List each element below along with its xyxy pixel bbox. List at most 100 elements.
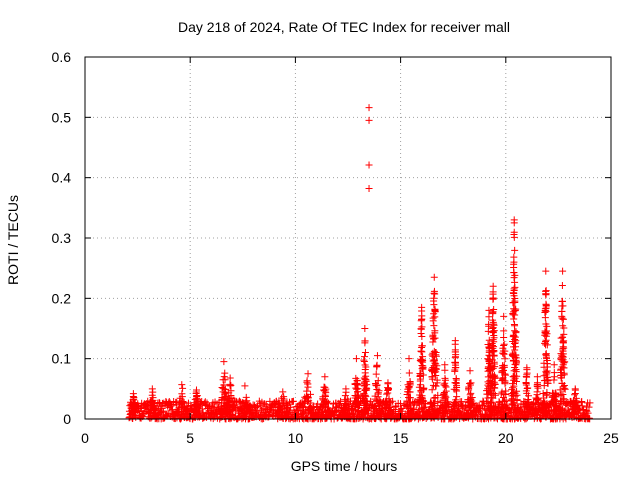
y-tick-label: 0.3 (52, 230, 72, 246)
data-point (550, 373, 558, 381)
y-tick-label: 0.5 (52, 109, 72, 125)
data-point (279, 399, 287, 407)
data-point (386, 400, 394, 408)
data-point (371, 392, 379, 400)
y-tick-label: 0.1 (52, 351, 72, 367)
data-point (489, 336, 497, 344)
data-point (524, 410, 532, 418)
data-point (406, 400, 414, 408)
data-point (365, 185, 373, 193)
data-point (512, 354, 520, 362)
data-point (137, 404, 145, 412)
data-point (536, 414, 544, 422)
data-point (149, 407, 157, 415)
data-point (511, 297, 519, 305)
data-point (358, 392, 366, 400)
data-point (429, 314, 437, 322)
data-point (548, 393, 556, 401)
data-point (465, 384, 473, 392)
data-point (149, 396, 157, 404)
data-point (488, 339, 496, 347)
data-point (416, 391, 424, 399)
data-point (453, 393, 461, 401)
data-point (510, 320, 518, 328)
data-point (352, 384, 360, 392)
data-point (458, 398, 466, 406)
data-point (510, 253, 518, 261)
data-point (235, 397, 243, 405)
data-point (451, 402, 459, 410)
data-point (418, 348, 426, 356)
data-point (351, 380, 359, 388)
data-point (218, 406, 226, 414)
data-point (497, 407, 505, 415)
data-point (430, 294, 438, 302)
data-point (148, 411, 156, 419)
data-point (540, 394, 548, 402)
data-point (490, 351, 498, 359)
data-point (304, 408, 312, 416)
data-point (373, 397, 381, 405)
data-point (568, 406, 576, 414)
data-point (509, 349, 517, 357)
data-point (509, 337, 517, 345)
data-point (373, 381, 381, 389)
data-point (510, 315, 518, 323)
data-point (509, 289, 517, 297)
data-point (376, 406, 384, 414)
data-point (304, 383, 312, 391)
y-tick-label: 0.6 (52, 49, 72, 65)
data-point (181, 402, 189, 410)
data-point (539, 400, 547, 408)
y-tick-label: 0.2 (52, 290, 72, 306)
y-tick-label: 0 (63, 411, 71, 427)
data-point (558, 314, 566, 322)
data-point (322, 385, 330, 393)
ticks-layer (84, 56, 612, 420)
data-point (428, 351, 436, 359)
data-point (511, 283, 519, 291)
data-point (325, 409, 333, 417)
data-point (299, 410, 307, 418)
data-point (342, 385, 350, 393)
data-point (502, 387, 510, 395)
data-point (219, 376, 227, 384)
data-point (321, 383, 329, 391)
data-point (354, 393, 362, 401)
data-point (551, 402, 559, 410)
data-point (193, 386, 201, 394)
data-point (558, 363, 566, 371)
data-point (500, 340, 508, 348)
data-point (490, 332, 498, 340)
data-point (543, 390, 551, 398)
data-point (558, 333, 566, 341)
data-point (441, 361, 449, 369)
data-point (500, 390, 508, 398)
data-point (430, 310, 438, 318)
data-point (498, 369, 506, 377)
data-point (523, 385, 531, 393)
data-point (559, 345, 567, 353)
data-point (512, 368, 520, 376)
data-point (442, 393, 450, 401)
data-point (441, 382, 449, 390)
data-point (500, 333, 508, 341)
data-point (173, 408, 181, 416)
data-point (438, 406, 446, 414)
data-point (490, 373, 498, 381)
data-point (510, 216, 518, 224)
data-point (417, 358, 425, 366)
data-point (558, 302, 566, 310)
data-point (557, 410, 565, 418)
data-point (521, 414, 529, 422)
data-point (360, 374, 368, 382)
data-point (427, 398, 435, 406)
data-point (532, 394, 540, 402)
data-point (361, 361, 369, 369)
data-point (217, 408, 225, 416)
data-point (321, 392, 329, 400)
data-point (371, 405, 379, 413)
data-point (289, 397, 297, 405)
data-point (406, 394, 414, 402)
x-tick-label: 0 (81, 430, 89, 446)
